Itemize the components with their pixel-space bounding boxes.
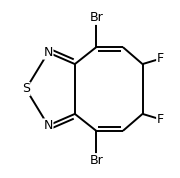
Text: F: F — [157, 113, 164, 126]
Text: N: N — [44, 119, 53, 132]
Text: Br: Br — [89, 154, 103, 167]
Text: F: F — [157, 52, 164, 65]
Text: N: N — [44, 46, 53, 59]
Text: Br: Br — [89, 11, 103, 24]
Text: S: S — [22, 82, 30, 96]
